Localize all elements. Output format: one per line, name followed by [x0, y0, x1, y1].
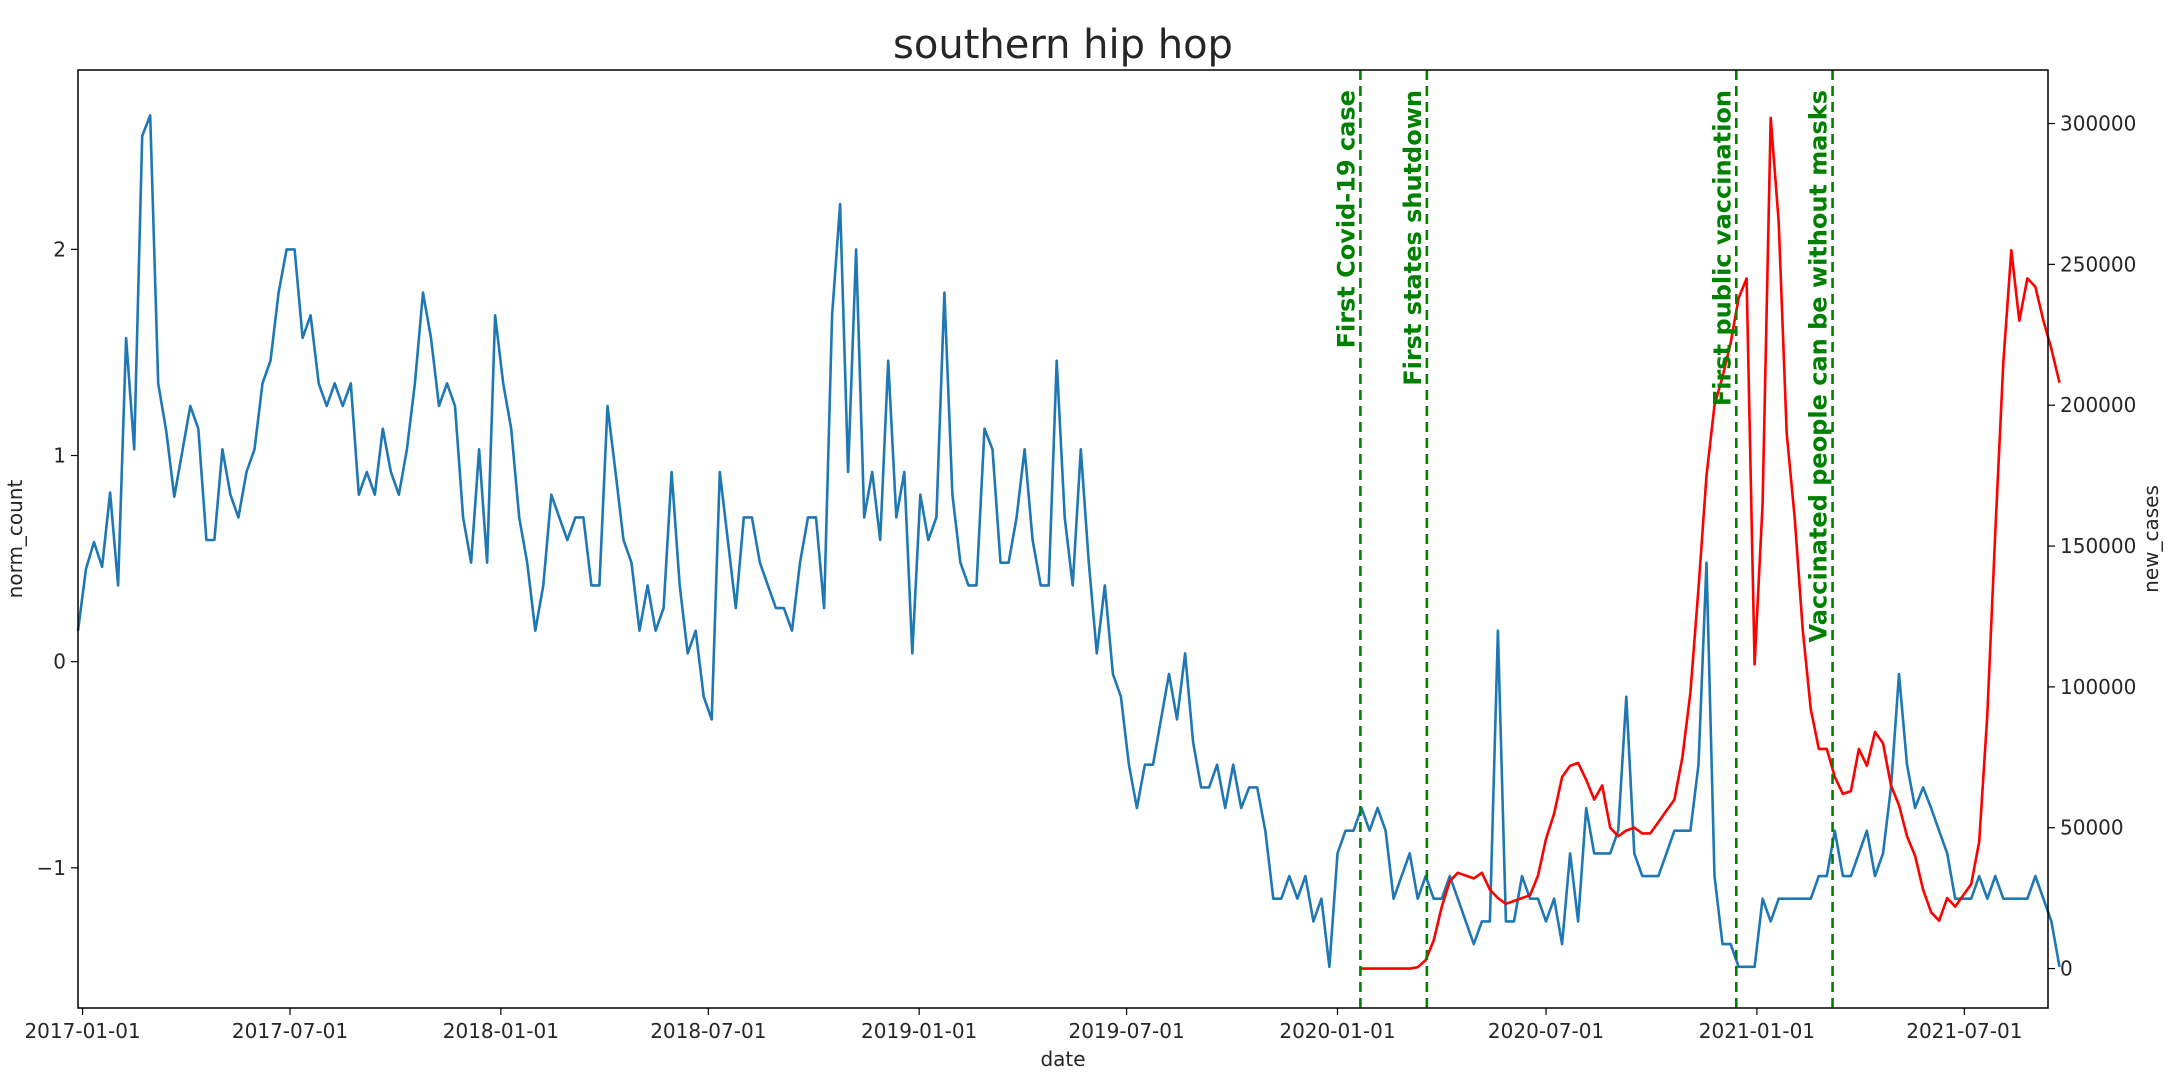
x-tick-label: 2021-01-01 [1699, 1019, 1815, 1043]
plot-area [78, 70, 2048, 1008]
series-layer [76, 114, 2061, 970]
x-tick-label: 2018-07-01 [650, 1019, 766, 1043]
x-tick-label: 2017-01-01 [24, 1019, 140, 1043]
y-axis-right-label: new_cases [2139, 485, 2163, 593]
event-label: First Covid-19 case [1332, 90, 1360, 348]
y-right-tick-label: 150000 [2060, 534, 2136, 558]
y-axis-left: −1 0 1 2 [37, 237, 78, 880]
y-right-tick-label: 300000 [2060, 112, 2136, 136]
event-layer: First Covid-19 case First states shutdown… [1332, 70, 1834, 1008]
x-tick-label: 2017-07-01 [232, 1019, 348, 1043]
norm-count-line [76, 114, 2061, 969]
event-label: Vaccinated people can be without masks [1805, 90, 1833, 642]
chart-title: southern hip hop [893, 22, 1233, 68]
y-axis-right: 0 50000 100000 150000 200000 250000 300000 [2048, 112, 2136, 981]
y-left-tick-label: −1 [37, 856, 66, 880]
y-right-tick-label: 200000 [2060, 393, 2136, 417]
y-left-tick-label: 2 [53, 237, 66, 261]
y-right-tick-label: 100000 [2060, 675, 2136, 699]
event-label: First states shutdown [1399, 90, 1427, 386]
x-tick-label: 2021-07-01 [1906, 1019, 2022, 1043]
x-tick-label: 2020-01-01 [1279, 1019, 1395, 1043]
y-right-tick-label: 0 [2060, 957, 2073, 981]
y-left-tick-label: 0 [53, 650, 66, 674]
x-axis-label: date [1040, 1047, 1085, 1071]
new-cases-line [1361, 116, 2061, 970]
x-tick-label: 2020-07-01 [1488, 1019, 1604, 1043]
y-right-tick-label: 50000 [2060, 816, 2124, 840]
x-axis: 2017-01-01 2017-07-01 2018-01-01 2018-07-01… [24, 1008, 2022, 1043]
y-axis-left-label: norm_count [3, 480, 27, 599]
x-tick-label: 2018-01-01 [443, 1019, 559, 1043]
y-left-tick-label: 1 [53, 444, 66, 468]
plot-frame [77, 69, 2049, 1009]
x-tick-label: 2019-07-01 [1068, 1019, 1184, 1043]
y-right-tick-label: 250000 [2060, 252, 2136, 276]
event-label: First public vaccination [1708, 90, 1736, 406]
x-tick-label: 2019-01-01 [861, 1019, 977, 1043]
